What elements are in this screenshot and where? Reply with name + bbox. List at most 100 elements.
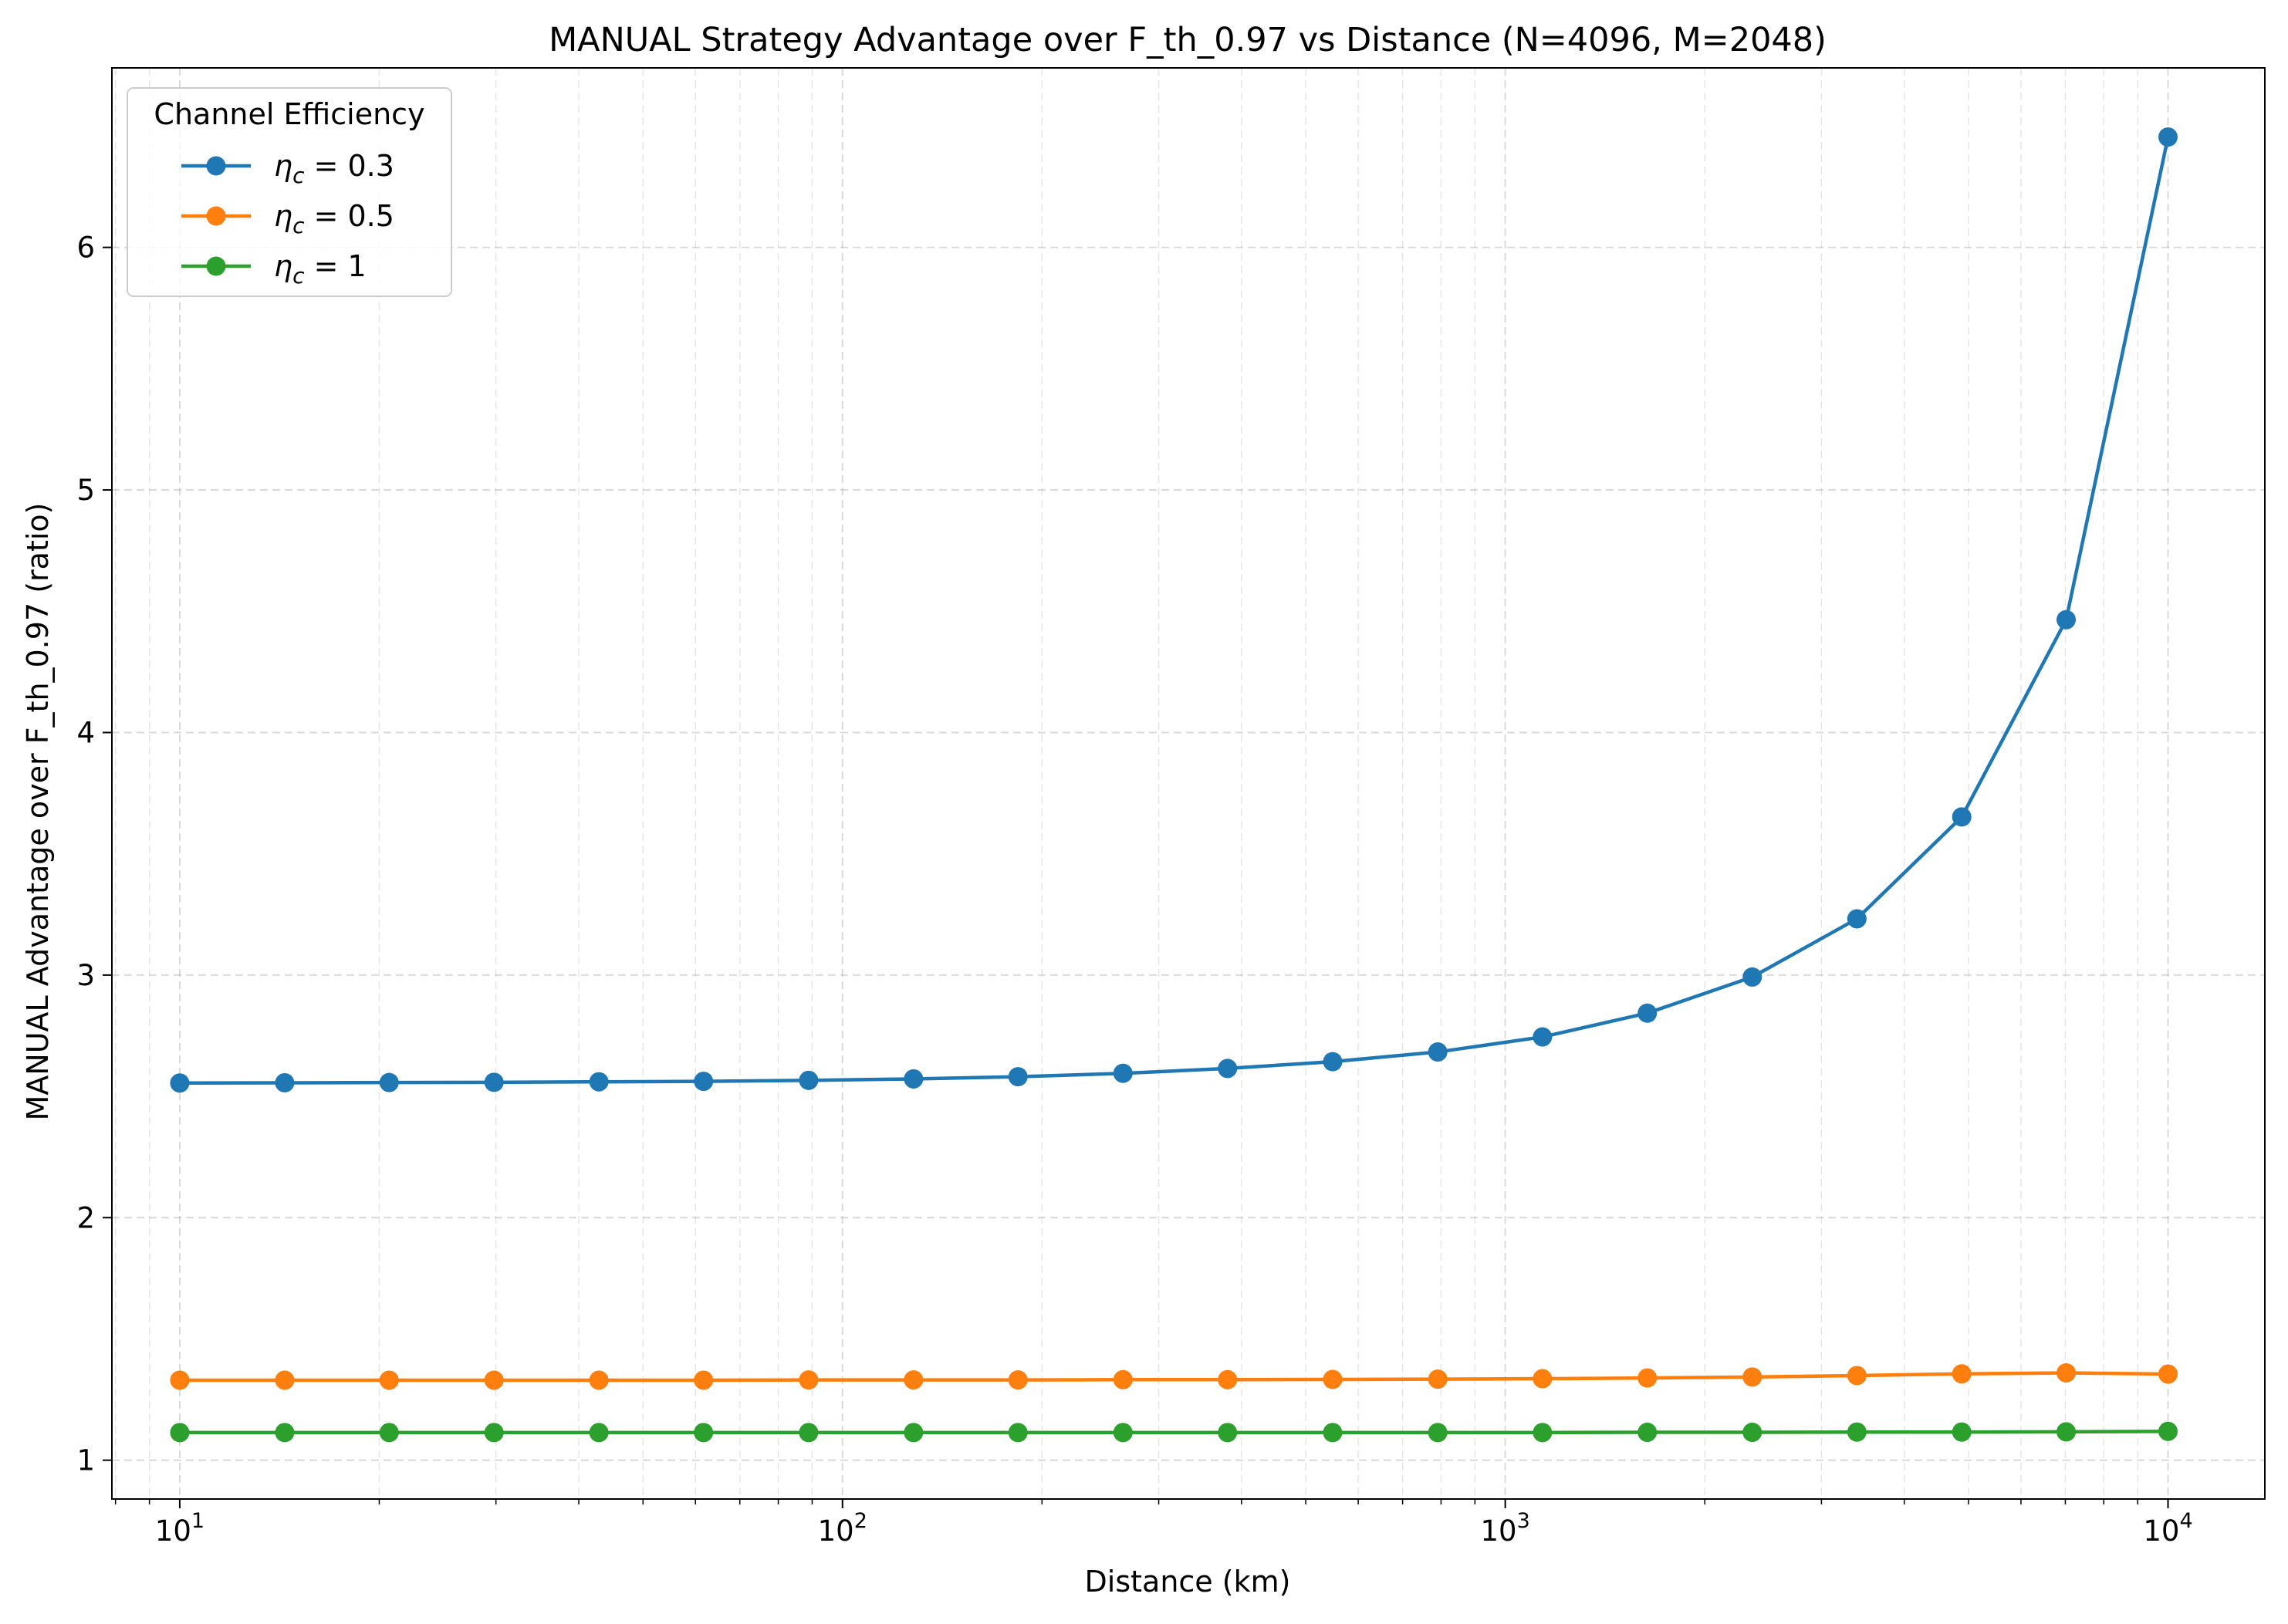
legend-label-symbol: η <box>274 199 292 233</box>
data-point <box>2056 1422 2077 1442</box>
data-point <box>904 1423 924 1443</box>
legend-label: ηc = 0.3 <box>274 149 394 188</box>
y-tick-label: 4 <box>76 716 95 749</box>
series-1 <box>170 1363 2178 1390</box>
legend-label-subscript: c <box>292 263 305 289</box>
legend-label-symbol: η <box>274 149 292 183</box>
x-axis-label: Distance (km) <box>1085 1565 1291 1599</box>
data-point <box>275 1370 295 1390</box>
legend-label-subscript: c <box>292 213 305 238</box>
data-point <box>1952 1422 1972 1442</box>
x-tick-label-exponent: 1 <box>191 1509 204 1533</box>
y-axis-label: MANUAL Advantage over F_th_0.97 (ratio) <box>21 503 55 1121</box>
data-point <box>2056 609 2077 630</box>
data-point <box>379 1423 399 1443</box>
data-point <box>1742 1423 1762 1443</box>
legend-label-symbol: η <box>274 249 292 283</box>
data-point <box>2158 127 2178 147</box>
data-point <box>1637 1368 1658 1388</box>
data-point <box>1742 1367 1762 1387</box>
legend-swatch-marker <box>206 206 226 226</box>
data-point <box>484 1072 504 1092</box>
data-point <box>1323 1423 1343 1443</box>
y-tick-label: 5 <box>76 474 95 507</box>
legend: Channel Efficiency ηc = 0.3ηc = 0.5ηc = … <box>127 87 452 297</box>
data-point <box>1323 1052 1343 1072</box>
data-point <box>170 1370 190 1390</box>
data-point <box>1847 1422 1867 1442</box>
legend-items: ηc = 0.3ηc = 0.5ηc = 1 <box>181 149 394 289</box>
data-point <box>1428 1423 1448 1443</box>
series-layer <box>170 127 2178 1443</box>
data-point <box>484 1370 504 1390</box>
series-0 <box>170 127 2178 1093</box>
series-line <box>179 137 2170 1085</box>
data-point <box>589 1370 609 1390</box>
x-tick-label-exponent: 3 <box>1517 1509 1530 1533</box>
data-point <box>275 1423 295 1443</box>
y-tick-label: 2 <box>76 1201 95 1234</box>
x-tick-label: 102 <box>818 1509 867 1548</box>
data-point <box>1742 967 1762 987</box>
legend-label: ηc = 0.5 <box>274 199 394 238</box>
x-tick-label-exponent: 2 <box>854 1509 867 1533</box>
data-point <box>1533 1027 1553 1047</box>
legend-item: ηc = 1 <box>181 249 367 289</box>
data-point <box>1008 1423 1028 1443</box>
data-point <box>1637 1003 1658 1023</box>
series-line <box>179 1430 2168 1435</box>
data-point <box>589 1423 609 1443</box>
data-point <box>904 1370 924 1390</box>
data-point <box>694 1370 714 1390</box>
legend-label: ηc = 1 <box>274 249 367 289</box>
data-point <box>1218 1423 1238 1443</box>
legend-swatch-marker <box>206 156 226 176</box>
legend-label-value: = 0.3 <box>305 149 394 183</box>
data-point <box>694 1072 714 1092</box>
data-point <box>379 1072 399 1092</box>
data-point <box>2056 1363 2077 1383</box>
data-point <box>799 1370 819 1390</box>
x-tick-label-mantissa: 10 <box>818 1514 854 1548</box>
legend-label-value: = 0.5 <box>305 199 394 233</box>
data-point <box>694 1423 714 1443</box>
y-tick-label: 6 <box>76 231 95 265</box>
data-point <box>2158 1364 2178 1384</box>
legend-label-subscript: c <box>292 163 305 188</box>
legend-title: Channel Efficiency <box>154 97 424 131</box>
x-tick-label-mantissa: 10 <box>2143 1514 2179 1548</box>
y-tick-label: 3 <box>76 959 95 992</box>
data-point <box>1113 1369 1133 1389</box>
data-point <box>1533 1369 1553 1389</box>
data-point <box>799 1423 819 1443</box>
data-point <box>170 1423 190 1443</box>
data-point <box>1952 807 1972 827</box>
data-point <box>904 1069 924 1089</box>
legend-label-value: = 1 <box>305 249 367 283</box>
x-tick-label: 103 <box>1480 1509 1529 1548</box>
data-point <box>1533 1423 1553 1443</box>
chart-title: MANUAL Strategy Advantage over F_th_0.97… <box>549 21 1827 59</box>
series-line <box>179 1371 2168 1383</box>
legend-box <box>127 87 452 297</box>
data-point <box>484 1423 504 1443</box>
data-point <box>1008 1370 1028 1390</box>
legend-item: ηc = 0.5 <box>181 199 394 238</box>
data-point <box>275 1072 295 1092</box>
data-point <box>1952 1364 1972 1384</box>
data-point <box>799 1070 819 1090</box>
data-point <box>1847 1366 1867 1386</box>
data-point <box>1428 1369 1448 1389</box>
data-point <box>379 1370 399 1390</box>
x-tick-label-exponent: 4 <box>2179 1509 2192 1533</box>
plot-frame <box>111 67 2266 1500</box>
data-point <box>1008 1067 1028 1087</box>
x-tick-label-mantissa: 10 <box>1480 1514 1516 1548</box>
data-point <box>1323 1369 1343 1389</box>
legend-item: ηc = 0.3 <box>181 149 394 188</box>
data-point <box>1113 1423 1133 1443</box>
data-point <box>2158 1421 2178 1441</box>
legend-swatch-marker <box>206 256 226 276</box>
